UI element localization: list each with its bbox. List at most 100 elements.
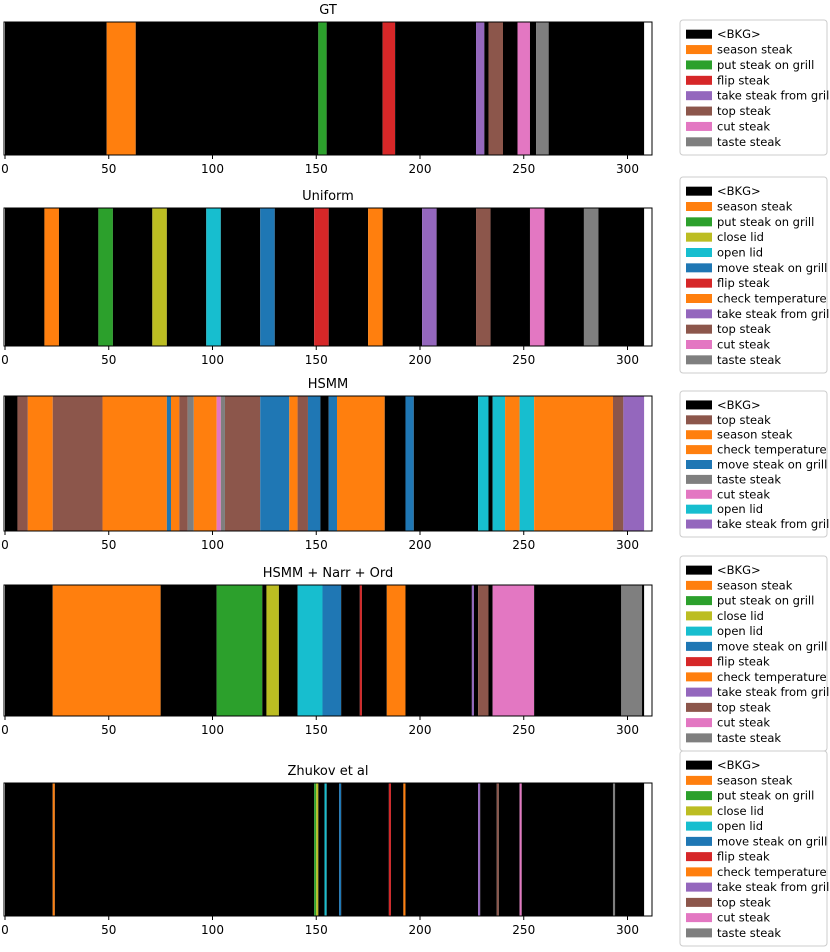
- segment-move: [166, 396, 171, 531]
- legend-swatch-taste: [686, 928, 712, 938]
- segment-BKG: [320, 396, 329, 531]
- x-tick-label: 200: [409, 723, 432, 737]
- segment-top: [476, 208, 491, 346]
- legend-swatch-taste: [686, 137, 712, 147]
- chart-panel: Zhukov et al 0 50 100 150 200 250 300 <BKG>seaso…: [1, 750, 830, 947]
- legend-swatch-move: [686, 460, 712, 469]
- legend-label: season steak: [717, 773, 793, 787]
- segment-BKG: [326, 22, 383, 155]
- segment-close: [316, 783, 319, 916]
- segment-top: [478, 585, 489, 716]
- legend-swatch-take: [686, 687, 712, 697]
- legend-label: <BKG>: [717, 563, 761, 577]
- x-tick-label: 150: [305, 538, 328, 552]
- x-tick-label: 150: [305, 162, 328, 176]
- segment-take: [478, 783, 481, 916]
- legend-swatch-BKG: [686, 760, 712, 770]
- legend-swatch-check: [686, 867, 712, 877]
- legend-swatch-season: [686, 580, 712, 590]
- legend-label: open lid: [717, 246, 763, 260]
- segment-move: [260, 208, 275, 346]
- legend-swatch-put: [686, 60, 712, 70]
- x-tick-label: 200: [409, 538, 432, 552]
- legend-frame: [679, 390, 828, 538]
- x-tick-label: 200: [409, 353, 432, 367]
- segment-BKG: [318, 783, 325, 916]
- segment-cut: [216, 396, 221, 531]
- legend-swatch-take: [686, 91, 712, 101]
- legend-swatch-top: [686, 897, 712, 907]
- x-tick-label: 300: [616, 923, 639, 937]
- segment-BKG: [544, 208, 584, 346]
- segment-cut: [529, 208, 545, 346]
- legend-label: <BKG>: [717, 398, 761, 412]
- chart-panel: Uniform 0 50 100 150 200 250 300 <BKG> season ste…: [1, 176, 830, 374]
- chart-title: GT: [319, 3, 337, 18]
- segment-check: [386, 585, 406, 716]
- x-tick-label: 150: [305, 723, 328, 737]
- segment-move: [328, 396, 337, 531]
- segment-close: [266, 585, 279, 716]
- segment-BKG: [529, 22, 537, 155]
- legend-swatch-BKG: [686, 565, 712, 575]
- segment-BKG: [382, 208, 423, 346]
- segment-check: [368, 208, 383, 346]
- legend-swatch-season: [686, 45, 712, 55]
- legend-label: cut steak: [717, 911, 770, 925]
- legend-swatch-put: [686, 791, 712, 801]
- legend-label: take steak from grill: [717, 880, 830, 894]
- chart-title: Zhukov et al: [287, 764, 368, 779]
- segment-BKG: [5, 208, 45, 346]
- x-tick-label: 100: [201, 353, 224, 367]
- chart-title: HSMM: [308, 377, 348, 392]
- segment-BKG: [58, 208, 99, 346]
- legend-swatch-top: [686, 702, 712, 712]
- segment-move: [322, 585, 342, 716]
- legend-label: cut steak: [717, 487, 770, 501]
- segment-BKG: [642, 585, 645, 716]
- legend-swatch-close: [686, 611, 712, 621]
- segment-check: [171, 396, 180, 531]
- legend-label: taste steak: [717, 926, 781, 940]
- legend-swatch-check: [686, 672, 712, 682]
- segment-season: [27, 396, 53, 531]
- segment-BKG: [413, 396, 479, 531]
- segment-BKG: [5, 396, 18, 531]
- legend-swatch-move: [686, 263, 712, 273]
- segment-BKG: [220, 208, 261, 346]
- segment-BKG: [405, 783, 479, 916]
- segment-flip: [388, 783, 391, 916]
- legend-swatch-taste: [686, 733, 712, 743]
- segment-BKG: [361, 585, 387, 716]
- legend-label: top steak: [717, 104, 771, 118]
- x-tick-label: 250: [512, 538, 535, 552]
- legend-swatch-check: [686, 445, 712, 455]
- x-tick-label: 200: [409, 162, 432, 176]
- legend-label: move steak on grill: [717, 639, 827, 653]
- segment-BKG: [262, 585, 267, 716]
- segment-put: [314, 783, 317, 916]
- x-tick-label: 300: [616, 353, 639, 367]
- legend-label: check temperature: [717, 865, 827, 879]
- x-tick-label: 100: [201, 162, 224, 176]
- segment-top: [612, 396, 624, 531]
- legend-label: take steak from grill: [717, 685, 830, 699]
- x-tick-label: 150: [305, 353, 328, 367]
- legend-swatch-put: [686, 217, 712, 227]
- segment-top: [52, 396, 103, 531]
- x-tick-label: 0: [1, 723, 9, 737]
- legend-swatch-open: [686, 504, 712, 514]
- legend-label: cut steak: [717, 119, 770, 133]
- legend-frame: [679, 19, 828, 156]
- legend-label: put steak on grill: [717, 215, 814, 229]
- legend-swatch-cut: [686, 718, 712, 728]
- segment-BKG: [278, 585, 298, 716]
- segment-season: [52, 783, 55, 916]
- legend-swatch-open: [686, 821, 712, 831]
- chart-title: HSMM + Narr + Ord: [263, 566, 394, 581]
- segment-open: [492, 396, 506, 531]
- legend-label: taste steak: [717, 472, 781, 486]
